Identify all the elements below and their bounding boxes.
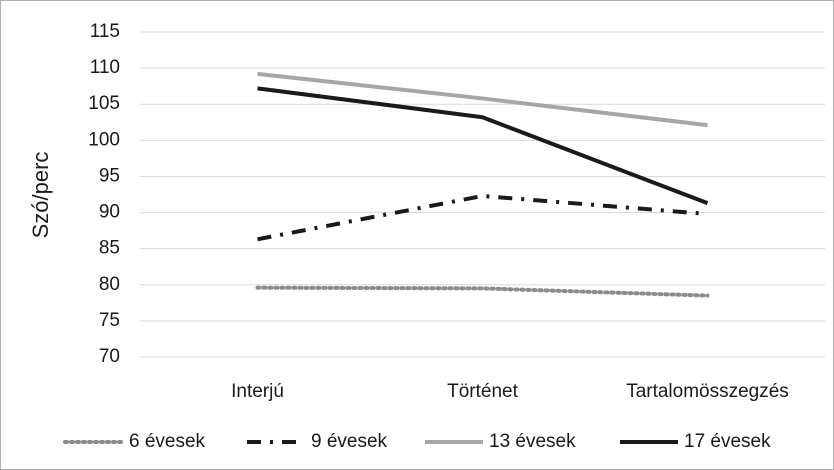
y-tick-label: 110 — [90, 57, 120, 78]
line — [257, 86, 709, 206]
legend-label: 9 évesek — [311, 431, 388, 452]
line — [255, 285, 710, 298]
y-tick-label: 70 — [99, 346, 120, 367]
line — [257, 193, 708, 242]
x-tick-label: Történet — [447, 381, 518, 402]
y-tick-label: 85 — [99, 238, 120, 259]
y-tick-label: 95 — [99, 165, 120, 186]
y-tick-label: 90 — [99, 202, 120, 223]
y-tick-label: 105 — [88, 93, 120, 114]
y-tick-label: 115 — [90, 21, 120, 42]
y-axis-label: Szó/perc — [28, 152, 53, 239]
line — [257, 71, 708, 128]
x-tick-label: Tartalomösszegzés — [626, 381, 789, 402]
legend-label: 6 évesek — [129, 431, 206, 452]
y-tick-label: 75 — [99, 310, 120, 331]
x-tick-label: Interjú — [231, 381, 284, 402]
y-tick-label: 80 — [99, 274, 120, 295]
legend-label: 17 évesek — [684, 431, 771, 452]
y-tick-label: 100 — [88, 129, 120, 150]
legend-label: 13 évesek — [489, 431, 576, 452]
